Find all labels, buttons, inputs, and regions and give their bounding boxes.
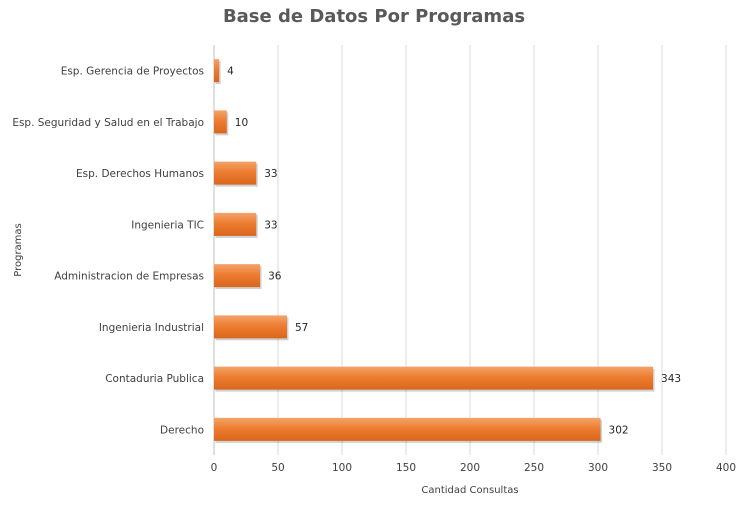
labels: 0 50 100 150 200 250 300 350 400 Esp. Gerencia de… bbox=[12, 66, 736, 474]
data-label: 343 bbox=[661, 373, 681, 385]
category-label: Ingenieria TIC bbox=[131, 219, 204, 231]
bar bbox=[214, 59, 220, 83]
bar bbox=[214, 110, 227, 134]
gridlines bbox=[213, 45, 727, 455]
bar bbox=[214, 212, 257, 236]
bar bbox=[214, 315, 287, 339]
data-label: 33 bbox=[264, 219, 277, 231]
data-label: 33 bbox=[264, 168, 277, 180]
category-label: Administracion de Empresas bbox=[54, 271, 204, 283]
category-label: Esp. Derechos Humanos bbox=[76, 168, 204, 180]
x-tick-label: 50 bbox=[271, 462, 284, 474]
x-tick-label: 250 bbox=[524, 462, 544, 474]
bars bbox=[214, 59, 655, 443]
bar bbox=[214, 264, 261, 288]
x-tick-label: 350 bbox=[652, 462, 672, 474]
category-label: Esp. Gerencia de Proyectos bbox=[61, 66, 204, 78]
x-tick-label: 0 bbox=[211, 462, 218, 474]
x-tick-label: 200 bbox=[460, 462, 480, 474]
data-label: 302 bbox=[609, 424, 629, 436]
data-label: 10 bbox=[235, 117, 248, 129]
x-tick-label: 400 bbox=[716, 462, 736, 474]
chart-title: Base de Datos Por Programas bbox=[222, 6, 526, 27]
y-axis-title: Programas bbox=[13, 223, 24, 277]
category-label: Esp. Seguridad y Salud en el Trabajo bbox=[12, 117, 204, 129]
category-label: Derecho bbox=[160, 424, 204, 436]
category-label: Contaduria Publica bbox=[105, 373, 204, 385]
category-label: Ingenieria Industrial bbox=[99, 322, 204, 334]
x-tick-label: 150 bbox=[396, 462, 416, 474]
x-tick-label: 100 bbox=[332, 462, 352, 474]
data-label: 57 bbox=[295, 322, 308, 334]
bar bbox=[214, 417, 601, 441]
x-tick-label: 300 bbox=[588, 462, 608, 474]
bar bbox=[214, 161, 257, 185]
bar bbox=[214, 366, 654, 390]
data-label: 4 bbox=[227, 66, 234, 78]
x-axis-title: Cantidad Consultas bbox=[421, 485, 518, 496]
data-label: 36 bbox=[268, 271, 282, 283]
